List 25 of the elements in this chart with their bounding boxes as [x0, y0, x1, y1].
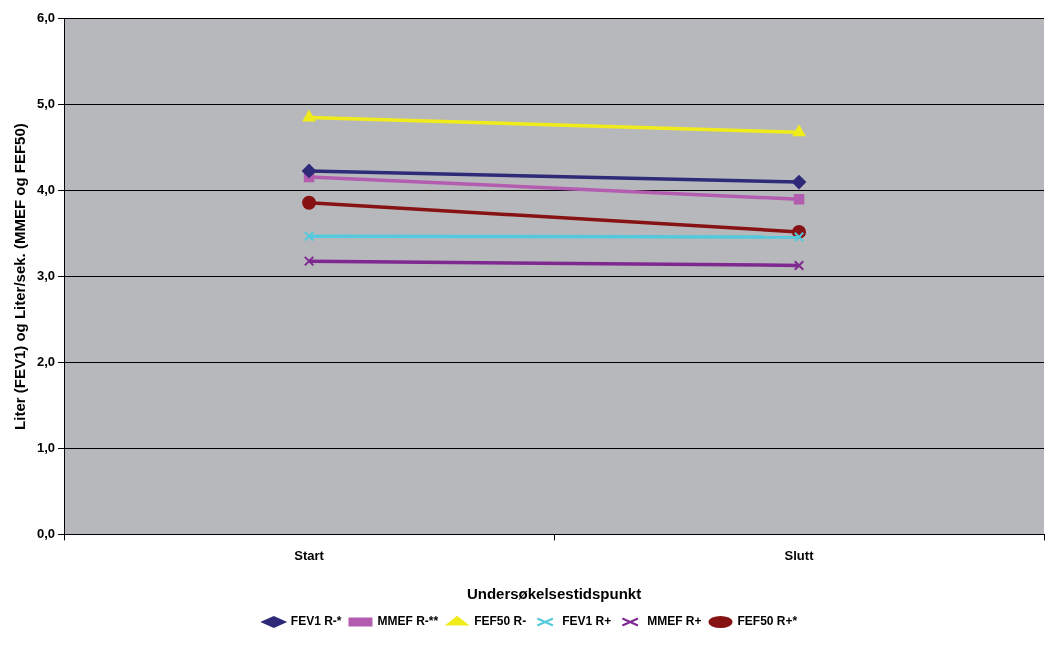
x-tick-label: Slutt — [784, 547, 815, 563]
point — [303, 255, 315, 267]
y-axis-title: Liter (FEV1) og Liter/sek. (MMEF og FEF50) — [11, 123, 29, 430]
legend-label: MMEF R+ — [647, 614, 702, 629]
y-tick-label: 6,0 — [36, 10, 56, 26]
legend-label: FEF50 R- — [474, 614, 527, 629]
x-tick-label: Start — [294, 547, 325, 563]
x-axis-title: Undersøkelsestidspunkt — [466, 585, 642, 603]
point — [303, 230, 315, 242]
y-tick-label: 3,0 — [36, 268, 56, 284]
legend-label: FEF50 R+* — [737, 614, 798, 629]
point — [302, 195, 317, 210]
y-tick-label: 5,0 — [36, 96, 56, 112]
y-tick-label: 2,0 — [36, 354, 56, 370]
legend-label: MMEF R-** — [377, 614, 439, 629]
legend-label: FEV1 R-* — [290, 614, 342, 629]
y-tick-label: 0,0 — [36, 525, 56, 541]
point — [793, 260, 805, 271]
point — [793, 231, 805, 243]
y-tick-label: 1,0 — [36, 440, 56, 456]
point — [793, 194, 805, 205]
y-tick-label: 4,0 — [36, 182, 56, 198]
point — [302, 163, 317, 178]
legend-label: FEV1 R+ — [562, 614, 612, 629]
point — [792, 175, 807, 190]
